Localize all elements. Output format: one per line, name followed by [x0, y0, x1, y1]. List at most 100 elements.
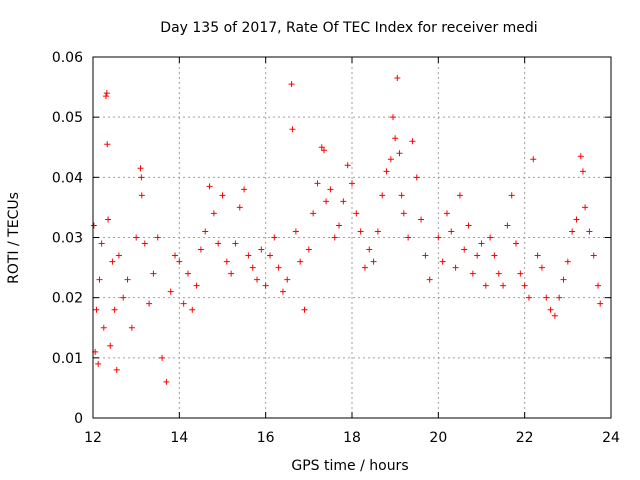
data-point: [210, 210, 217, 217]
data-point: [206, 183, 213, 190]
data-point: [491, 252, 498, 259]
data-point: [232, 240, 239, 247]
data-point: [597, 300, 604, 307]
data-point: [461, 246, 468, 253]
data-point: [400, 210, 407, 217]
data-point: [525, 294, 532, 301]
data-point: [564, 258, 571, 265]
y-tick-label: 0.03: [52, 231, 83, 247]
x-tick-label: 14: [170, 430, 188, 446]
grid-lines: [93, 57, 611, 418]
data-point: [154, 234, 161, 241]
data-point: [439, 258, 446, 265]
data-point: [323, 198, 330, 205]
data-point: [556, 294, 563, 301]
data-point: [543, 294, 550, 301]
x-tick-label: 24: [602, 430, 620, 446]
y-axis-ticks: 0 0.01 0.02 0.03 0.04 0.05 0.06: [52, 50, 611, 427]
data-point: [495, 270, 502, 277]
data-point: [104, 141, 111, 148]
data-point: [141, 240, 148, 247]
data-point: [595, 282, 602, 289]
data-point: [111, 306, 118, 313]
data-point: [241, 186, 248, 193]
y-tick-label: 0.05: [52, 110, 83, 126]
data-point: [284, 276, 291, 283]
data-point: [236, 204, 243, 211]
data-point: [105, 216, 112, 223]
data-point: [107, 342, 114, 349]
data-point: [513, 240, 520, 247]
data-point: [90, 222, 97, 229]
data-point: [184, 270, 191, 277]
data-point: [124, 276, 131, 283]
x-tick-label: 12: [84, 430, 102, 446]
data-point: [109, 258, 116, 265]
data-point: [521, 282, 528, 289]
data-point: [115, 252, 122, 259]
y-tick-label: 0.04: [52, 170, 83, 186]
data-point: [189, 306, 196, 313]
data-point: [176, 258, 183, 265]
data-point: [223, 258, 230, 265]
data-point: [159, 354, 166, 361]
data-point: [93, 306, 100, 313]
data-point: [409, 138, 416, 145]
data-point: [383, 168, 390, 175]
x-tick-label: 18: [343, 430, 361, 446]
data-point: [193, 282, 200, 289]
data-point: [254, 276, 261, 283]
data-point: [426, 276, 433, 283]
data-point: [197, 246, 204, 253]
data-point: [310, 210, 317, 217]
data-point: [340, 198, 347, 205]
data-point: [374, 228, 381, 235]
data-point: [487, 234, 494, 241]
data-point: [482, 282, 489, 289]
data-point: [100, 324, 107, 331]
data-point: [551, 312, 558, 319]
data-point: [500, 282, 507, 289]
data-point: [396, 150, 403, 157]
data-point: [456, 192, 463, 199]
data-point: [573, 216, 580, 223]
data-points: [90, 75, 604, 385]
y-tick-label: 0.06: [52, 50, 83, 66]
data-point: [228, 270, 235, 277]
data-point: [469, 270, 476, 277]
x-tick-label: 20: [429, 430, 447, 446]
data-point: [219, 192, 226, 199]
data-point: [344, 162, 351, 169]
data-point: [258, 246, 265, 253]
data-point: [95, 360, 102, 367]
data-point: [413, 174, 420, 181]
data-point: [96, 276, 103, 283]
data-point: [215, 240, 222, 247]
data-point: [288, 81, 295, 88]
data-point: [279, 288, 286, 295]
data-point: [465, 222, 472, 229]
data-point: [569, 228, 576, 235]
data-point: [590, 252, 597, 259]
data-point: [579, 168, 586, 175]
x-tick-label: 16: [257, 430, 275, 446]
data-point: [336, 222, 343, 229]
data-point: [172, 252, 179, 259]
data-point: [508, 192, 515, 199]
x-axis-label: GPS time / hours: [291, 458, 408, 474]
data-point: [120, 294, 127, 301]
data-point: [137, 165, 144, 172]
data-point: [586, 228, 593, 235]
data-point: [422, 252, 429, 259]
data-point: [530, 156, 537, 163]
data-point: [128, 324, 135, 331]
data-point: [180, 300, 187, 307]
data-point: [327, 186, 334, 193]
data-point: [394, 75, 401, 82]
data-point: [103, 90, 110, 97]
data-point: [266, 252, 273, 259]
y-tick-label: 0.01: [52, 351, 83, 367]
data-point: [452, 264, 459, 271]
data-point: [357, 228, 364, 235]
